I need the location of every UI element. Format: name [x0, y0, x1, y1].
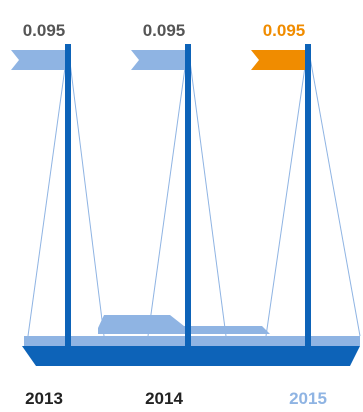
mast-2015 [305, 44, 311, 352]
year-label-2013: 2013 [25, 389, 63, 408]
flag-2015 [251, 50, 305, 70]
year-label-2015: 2015 [289, 389, 327, 408]
masts-group [65, 44, 311, 352]
flag-2014 [131, 50, 185, 70]
rope-2014-left [147, 45, 189, 337]
value-label-2013: 0.095 [23, 21, 66, 40]
flag-2013 [11, 50, 65, 70]
rope-2015-right [307, 45, 361, 337]
boat-hull [22, 346, 360, 366]
rigging-ropes [27, 45, 361, 337]
year-label-2014: 2014 [145, 389, 183, 408]
rope-2014-right [187, 45, 227, 337]
value-label-2014: 0.095 [143, 21, 186, 40]
boat-deck [24, 336, 360, 346]
mast-2014 [185, 44, 191, 352]
rope-2013-right [67, 45, 105, 337]
value-label-2015: 0.095 [263, 21, 306, 40]
rope-2013-left [27, 45, 69, 337]
mast-2013 [65, 44, 71, 352]
labels-group: 0.095 0.095 0.095 2013 2014 2015 [23, 21, 327, 408]
flags-group [11, 50, 305, 70]
boat-cabin [98, 315, 270, 334]
boat-hull-group [22, 315, 360, 366]
rope-2015-left [265, 45, 309, 337]
